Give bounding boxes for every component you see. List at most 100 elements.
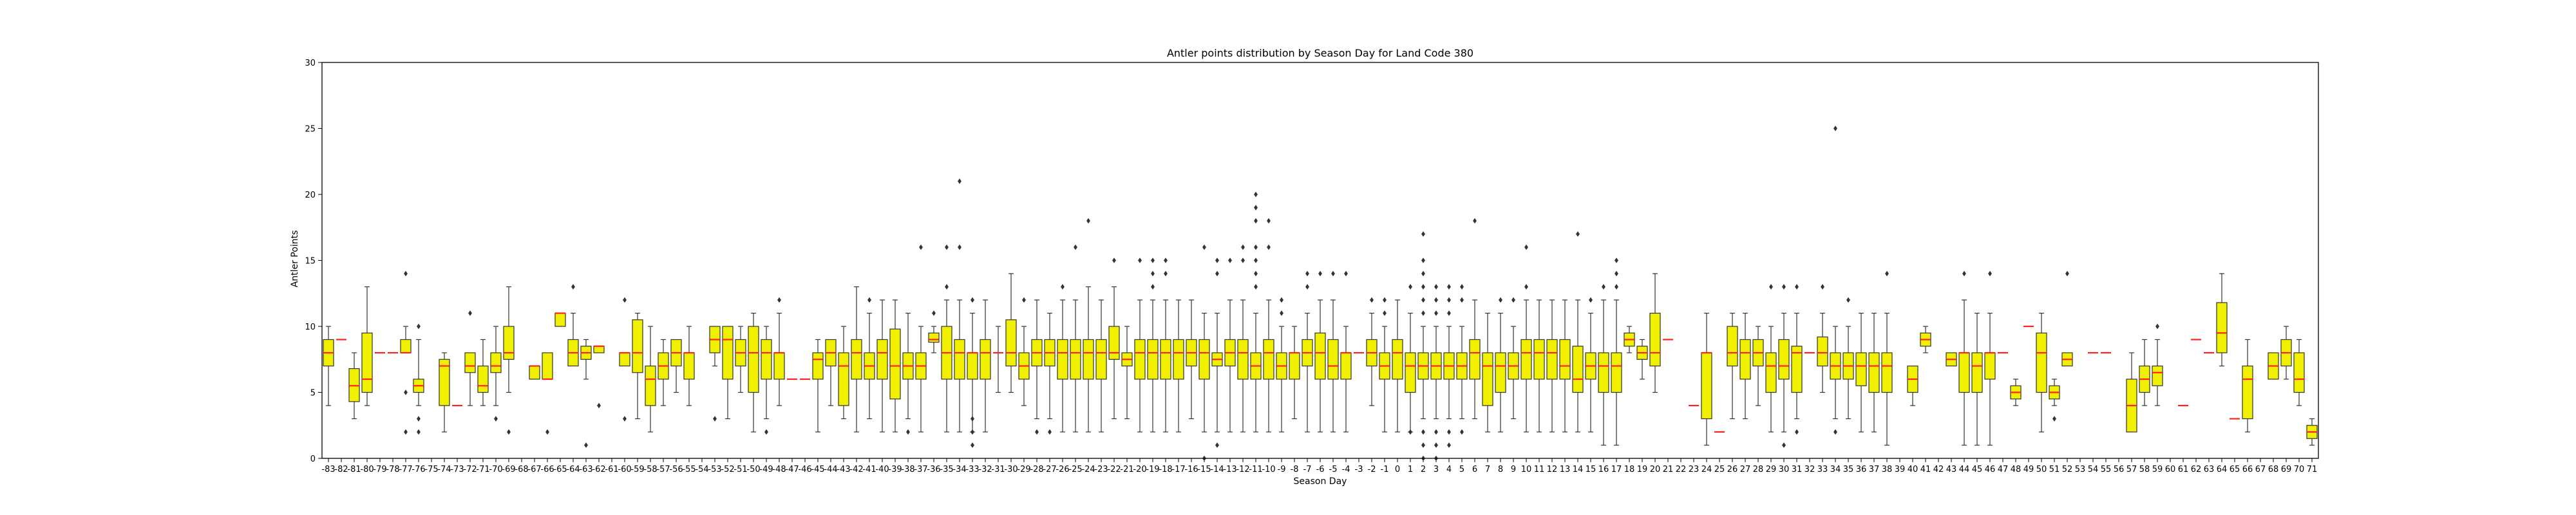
x-tick-label: 61 — [2178, 465, 2189, 474]
x-tick-label: 29 — [1766, 465, 1777, 474]
box — [1855, 352, 1867, 386]
x-tick-label: 69 — [2281, 465, 2292, 474]
outlier-point — [1421, 429, 1425, 435]
x-tick-label: 65 — [2230, 465, 2240, 474]
box — [439, 359, 450, 406]
outlier-point — [417, 323, 421, 330]
outlier-point — [1434, 297, 1438, 303]
box — [1701, 352, 1712, 420]
x-tick-label: -1 — [1381, 465, 1389, 474]
outlier-point — [1460, 297, 1464, 303]
x-tick-label: -6 — [1316, 465, 1325, 474]
outlier-point — [1164, 270, 1168, 277]
box — [477, 365, 489, 393]
box — [2242, 365, 2253, 420]
x-tick-label: 28 — [1753, 465, 1764, 474]
box — [1598, 352, 1609, 393]
box — [464, 352, 476, 373]
y-tick-label: 15 — [305, 257, 316, 267]
x-tick-label: 63 — [2204, 465, 2215, 474]
outlier-point — [1589, 297, 1593, 303]
x-tick-label: 19 — [1637, 465, 1648, 474]
box — [1817, 336, 1828, 367]
outlier-point — [1254, 270, 1258, 277]
outlier-point — [1202, 244, 1206, 250]
x-tick-label: 21 — [1663, 465, 1674, 474]
box — [1327, 339, 1339, 380]
outlier-point — [1151, 284, 1155, 290]
x-tick-label: 12 — [1547, 465, 1558, 474]
x-tick-label: -37 — [914, 465, 927, 474]
outlier-point — [1988, 270, 1992, 277]
outlier-point — [932, 310, 936, 316]
outlier-point — [1833, 429, 1837, 435]
outlier-point — [1267, 218, 1271, 224]
box — [1070, 339, 1081, 380]
x-tick-label: 3 — [1434, 465, 1439, 474]
outlier-point — [1434, 284, 1438, 290]
outlier-point — [1370, 297, 1374, 303]
x-tick-label: -8 — [1291, 465, 1299, 474]
x-tick-label: 43 — [1946, 465, 1957, 474]
box — [1173, 339, 1184, 380]
outlier-point — [1421, 258, 1425, 263]
x-tick-label: 67 — [2255, 465, 2266, 474]
box — [1005, 319, 1017, 367]
outlier-point — [971, 297, 974, 303]
x-tick-label: -67 — [527, 465, 541, 474]
outlier-point — [764, 429, 768, 435]
x-tick-label: 59 — [2152, 465, 2163, 474]
box — [1649, 312, 1661, 367]
outlier-point — [1460, 284, 1464, 290]
outlier-point — [1318, 270, 1322, 277]
x-tick-label: -26 — [1056, 465, 1069, 474]
x-tick-label: -3 — [1355, 465, 1363, 474]
outlier-point — [1164, 258, 1168, 263]
x-tick-label: -23 — [1094, 465, 1108, 474]
x-tick-label: -30 — [1004, 465, 1018, 474]
x-tick-label: 49 — [2023, 465, 2034, 474]
x-tick-label: -73 — [450, 465, 464, 474]
outlier-point — [1447, 429, 1451, 435]
outlier-point — [1460, 429, 1464, 435]
outlier-point — [945, 244, 949, 250]
x-tick-label: -60 — [618, 465, 631, 474]
x-tick-label: -15 — [1197, 465, 1211, 474]
box — [2216, 302, 2228, 353]
x-tick-label: 62 — [2191, 465, 2202, 474]
box — [1083, 339, 1094, 380]
outlier-point — [1061, 284, 1065, 290]
outlier-point — [971, 442, 974, 448]
outlier-point — [404, 270, 408, 277]
x-tick-label: -42 — [849, 465, 863, 474]
outlier-point — [417, 429, 421, 435]
box — [761, 339, 772, 380]
x-tick-label: 41 — [1920, 465, 1931, 474]
box — [748, 326, 759, 393]
x-tick-label: 52 — [2062, 465, 2073, 474]
outlier-point — [468, 310, 472, 316]
outlier-point — [1254, 244, 1258, 250]
outlier-point — [1795, 284, 1799, 290]
x-tick-label: 9 — [1511, 465, 1516, 474]
x-tick-label: 54 — [2088, 465, 2099, 474]
x-tick-label: 32 — [1804, 465, 1815, 474]
x-tick-label: 35 — [1843, 465, 1854, 474]
x-tick-label: -74 — [437, 465, 451, 474]
x-tick-label: -35 — [940, 465, 953, 474]
outlier-point — [1280, 310, 1283, 316]
x-tick-label: 8 — [1498, 465, 1503, 474]
box — [683, 352, 695, 380]
x-tick-label: 10 — [1521, 465, 1532, 474]
x-tick-label: -58 — [643, 465, 657, 474]
outlier-point — [1305, 270, 1309, 277]
box — [1533, 339, 1545, 380]
box — [619, 352, 630, 367]
outlier-point — [1447, 442, 1451, 448]
outlier-point — [1769, 284, 1773, 290]
x-tick-label: -43 — [837, 465, 850, 474]
x-tick-label: -75 — [424, 465, 438, 474]
x-tick-label: 4 — [1446, 465, 1452, 474]
outlier-point — [404, 429, 408, 435]
